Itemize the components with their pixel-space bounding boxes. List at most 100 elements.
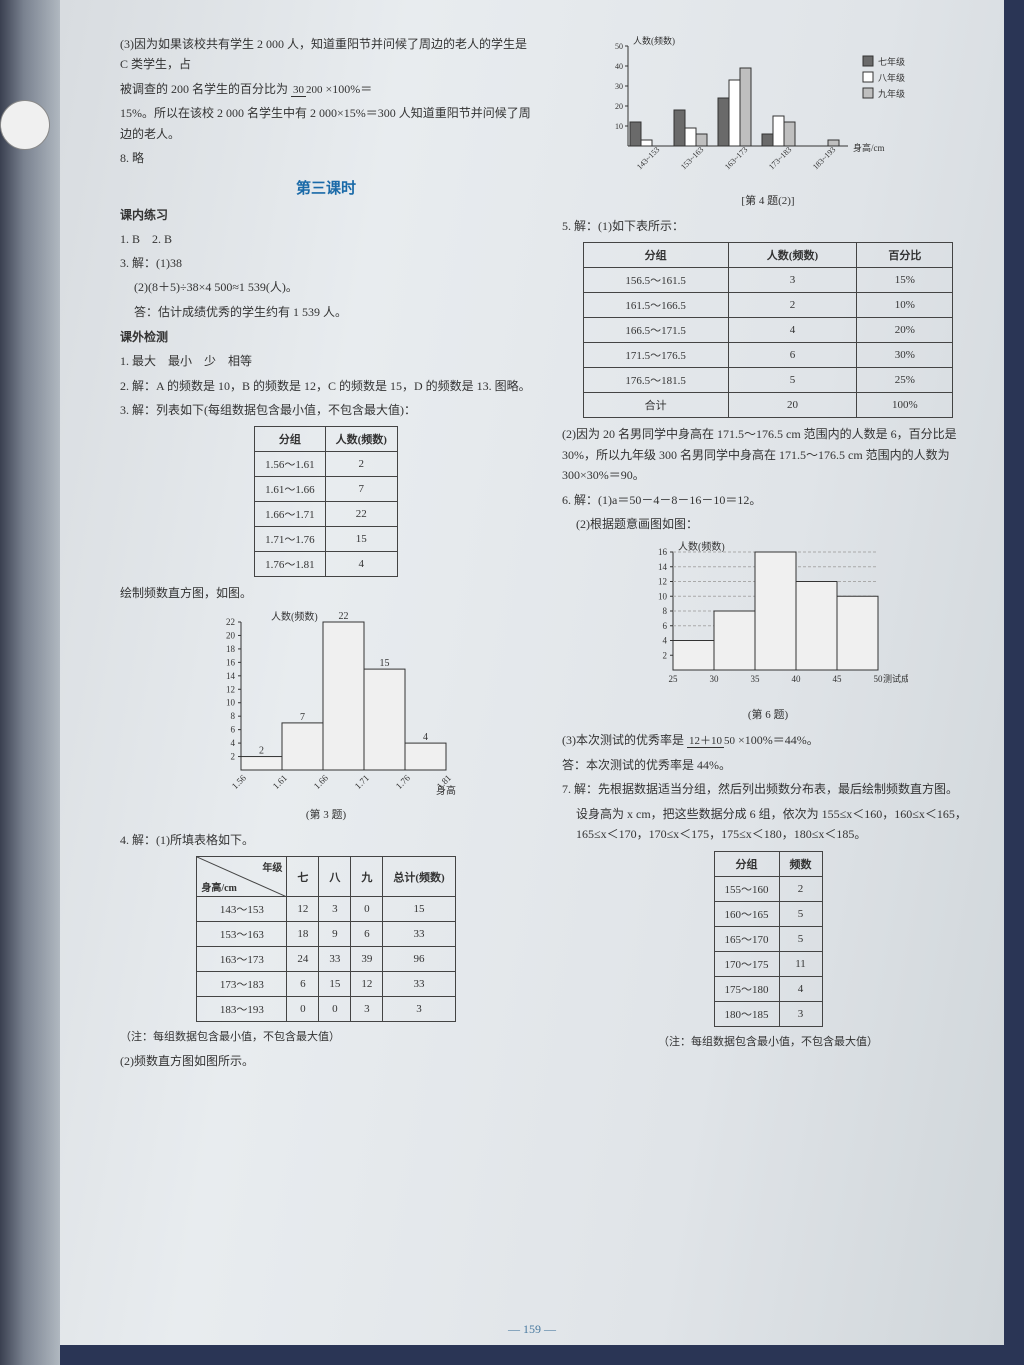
svg-text:1.56: 1.56: [230, 772, 249, 791]
answer: (2)频数直方图如图所示。: [120, 1051, 532, 1071]
answer: (2)因为 20 名男同学中身高在 171.5～176.5 cm 范围内的人数是…: [562, 424, 974, 485]
svg-text:173~183: 173~183: [767, 145, 793, 171]
svg-text:35: 35: [751, 674, 761, 684]
svg-text:25: 25: [669, 674, 679, 684]
svg-text:2: 2: [259, 745, 264, 756]
answer: 1. 最大 最小 少 相等: [120, 351, 532, 371]
svg-text:30: 30: [710, 674, 720, 684]
svg-text:7: 7: [300, 712, 305, 723]
chart-q4: 人数(频数) 10 20 30 40 50 143~153 153~163 163~173 173…: [562, 36, 974, 186]
answer: 答：本次测试的优秀率是 44%。: [562, 755, 974, 775]
answer: 1. B 2. B: [120, 229, 532, 249]
svg-text:4: 4: [423, 732, 428, 743]
svg-text:测试成绩/分: 测试成绩/分: [883, 673, 908, 684]
svg-text:1.61: 1.61: [271, 772, 289, 790]
svg-text:人数(频数): 人数(频数): [678, 540, 725, 553]
note: （注：每组数据包含最小值，不包含最大值）: [120, 1028, 532, 1047]
fraction: 12＋1050: [687, 732, 735, 751]
partial-pie-chart: [0, 100, 50, 150]
fraction: 30200: [291, 81, 323, 100]
text: 被调查的 200 名学生的百分比为: [120, 82, 288, 96]
text: 8. 略: [120, 148, 532, 168]
svg-text:10: 10: [226, 697, 236, 707]
text: 绘制频数直方图，如图。: [120, 583, 532, 603]
answer: (3)本次测试的优秀率是 12＋1050 ×100%＝44%。: [562, 730, 974, 751]
svg-text:40: 40: [792, 674, 802, 684]
svg-text:1.66: 1.66: [312, 772, 331, 791]
svg-text:143~153: 143~153: [635, 145, 661, 171]
left-column: (3)因为如果该校共有学生 2 000 人，知道重阳节并问候了周边的老人的学生是…: [120, 30, 532, 1335]
svg-text:15: 15: [380, 658, 390, 669]
table-q5: 分组人数(频数)百分比 156.5～161.5315% 161.5～166.52…: [583, 242, 954, 418]
right-column: 人数(频数) 10 20 30 40 50 143~153 153~163 163~173 173…: [562, 30, 974, 1335]
svg-text:1.76: 1.76: [394, 772, 413, 791]
svg-text:40: 40: [615, 62, 623, 71]
table-q7: 分组频数 155～1602 160～1655 165～1705 170～1751…: [714, 851, 823, 1027]
text: (3)因为如果该校共有学生 2 000 人，知道重阳节并问候了周边的老人的学生是…: [120, 34, 532, 75]
answer: 答：估计成绩优秀的学生约有 1 539 人。: [120, 302, 532, 322]
svg-text:身高/cm: 身高/cm: [853, 142, 885, 153]
svg-text:183~193: 183~193: [811, 145, 837, 171]
svg-text:4: 4: [231, 738, 236, 748]
svg-text:人数(频数): 人数(频数): [271, 610, 318, 623]
subsection: 课内练习: [120, 206, 532, 223]
svg-text:身高/m: 身高/m: [436, 784, 456, 797]
svg-text:16: 16: [658, 547, 668, 557]
svg-text:14: 14: [226, 670, 236, 680]
svg-text:45: 45: [833, 674, 843, 684]
caption: (第 6 题): [562, 706, 974, 722]
subsection: 课外检测: [120, 328, 532, 345]
text: 被调查的 200 名学生的百分比为 30200 ×100%＝: [120, 79, 532, 100]
svg-text:12: 12: [226, 684, 235, 694]
text: ×100%＝: [326, 82, 373, 96]
answer: 7. 解：先根据数据适当分组，然后列出频数分布表，最后绘制频数直方图。: [562, 779, 974, 799]
svg-text:12: 12: [658, 577, 667, 587]
svg-text:50: 50: [615, 42, 623, 51]
svg-text:人数(频数): 人数(频数): [633, 36, 675, 46]
svg-text:2: 2: [663, 651, 668, 661]
chart-q3: 人数(频数)24681012141618202227221541.561.611…: [120, 610, 532, 800]
svg-text:22: 22: [226, 617, 235, 627]
svg-text:6: 6: [231, 724, 236, 734]
answer: 3. 解：列表如下(每组数据包含最小值，不包含最大值)：: [120, 400, 532, 420]
svg-text:20: 20: [226, 630, 236, 640]
svg-text:七年级: 七年级: [878, 56, 905, 67]
svg-text:16: 16: [226, 657, 236, 667]
svg-text:153~163: 153~163: [679, 145, 705, 171]
table-q3: 分组人数(频数) 1.56～1.612 1.61～1.667 1.66～1.71…: [254, 426, 398, 577]
caption: (第 3 题): [120, 806, 532, 822]
svg-text:22: 22: [339, 611, 349, 622]
answer: (2)根据题意画图如图：: [562, 514, 974, 534]
diag-header: 年级 身高/cm: [197, 857, 287, 897]
answer: 2. 解：A 的频数是 10，B 的频数是 12，C 的频数是 15，D 的频数…: [120, 376, 532, 396]
text: 15%。所以在该校 2 000 名学生中有 2 000×15%＝300 人知道重…: [120, 103, 532, 144]
svg-text:30: 30: [615, 82, 623, 91]
note: （注：每组数据包含最小值，不包含最大值）: [562, 1033, 974, 1052]
svg-text:4: 4: [663, 636, 668, 646]
page: (3)因为如果该校共有学生 2 000 人，知道重阳节并问候了周边的老人的学生是…: [60, 0, 1004, 1345]
section-title: 第三课时: [120, 177, 532, 198]
answer: 设身高为 x cm，把这些数据分成 6 组，依次为 155≤x＜160，160≤…: [562, 804, 974, 845]
svg-text:九年级: 九年级: [878, 88, 905, 99]
svg-text:163~173: 163~173: [723, 145, 749, 171]
svg-text:20: 20: [615, 102, 623, 111]
answer: 3. 解：(1)38: [120, 253, 532, 273]
answer: 5. 解：(1)如下表所示：: [562, 216, 974, 236]
answer: 6. 解：(1)a＝50－4－8－16－10＝12。: [562, 490, 974, 510]
table-q4: 年级 身高/cm 七 八 九 总计(频数) 143～153123015 153～…: [196, 856, 455, 1022]
svg-text:1.71: 1.71: [353, 772, 371, 790]
svg-text:6: 6: [663, 621, 668, 631]
svg-text:50: 50: [874, 674, 884, 684]
answer: (2)(8＋5)÷38×4 500≈1 539(人)。: [120, 277, 532, 297]
svg-text:10: 10: [658, 592, 668, 602]
svg-text:8: 8: [231, 711, 236, 721]
answer: 4. 解：(1)所填表格如下。: [120, 830, 532, 850]
chart-q6: 人数(频数) 2 4 6 8 10 12 14 16 25 30 35 40 45 50测试成绩/分: [562, 540, 974, 700]
svg-text:2: 2: [231, 751, 236, 761]
page-number: 159: [508, 1322, 556, 1337]
svg-text:18: 18: [226, 644, 236, 654]
svg-text:10: 10: [615, 122, 623, 131]
svg-text:14: 14: [658, 562, 668, 572]
caption: [第 4 题(2)]: [562, 192, 974, 208]
svg-text:8: 8: [663, 606, 668, 616]
